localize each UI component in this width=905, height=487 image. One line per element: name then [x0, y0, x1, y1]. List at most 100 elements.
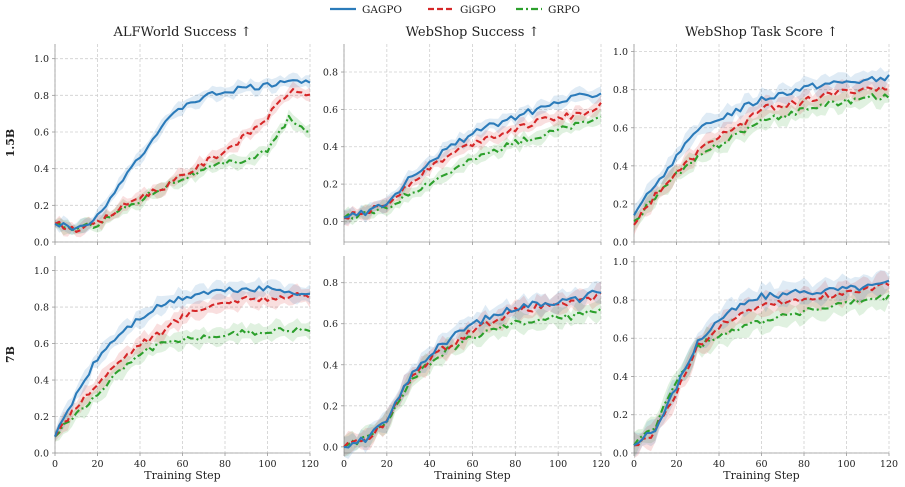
series-line-grpo — [55, 114, 311, 232]
series-line-gigpo — [633, 281, 890, 447]
panel-title: ALFWorld Success ↑ — [112, 25, 251, 40]
x-tick-label: 120 — [301, 459, 319, 470]
y-tick-label: 1.0 — [34, 266, 49, 277]
series-line-gagpo — [54, 285, 311, 437]
band-gagpo — [634, 67, 889, 226]
y-tick-label: 1.0 — [613, 47, 628, 58]
legend-entry-grpo: GRPO — [516, 4, 580, 16]
y-tick-label: 0.2 — [613, 410, 628, 421]
x-tick-label: 60 — [755, 459, 767, 470]
x-tick-label: 100 — [549, 459, 567, 470]
x-tick-label: 80 — [798, 459, 810, 470]
series-line-grpo — [633, 294, 890, 446]
y-tick-label: 0.0 — [613, 238, 628, 249]
y-tick-label: 1.0 — [34, 54, 49, 65]
series-line-gagpo — [54, 79, 311, 231]
y-tick-label: 0.6 — [613, 123, 628, 134]
y-tick-label: 0.2 — [613, 199, 628, 210]
y-tick-label: 0.4 — [34, 164, 49, 175]
band-grpo — [634, 86, 889, 232]
x-tick-label: 0 — [631, 459, 637, 470]
y-tick-label: 0.2 — [34, 412, 49, 423]
y-tick-label: 0.0 — [323, 442, 338, 453]
x-tick-label: 100 — [258, 459, 276, 470]
panel-webshop-success: WebShop Success ↑ 0.0 0.2 0.4 0.6 0.8 — [323, 25, 602, 245]
band-grpo — [55, 318, 310, 442]
y-tick-label: 0.4 — [613, 372, 628, 383]
series-line-gagpo — [633, 74, 890, 216]
y-tick-label: 0.8 — [323, 278, 338, 289]
series-line-gagpo — [343, 92, 602, 219]
y-tick-label: 0.0 — [34, 449, 49, 460]
x-axis-label: Training Step — [144, 469, 220, 482]
y-tick-label: 0.0 — [613, 449, 628, 460]
y-tick-label: 0.8 — [34, 303, 49, 314]
y-tick-label: 0.2 — [323, 180, 338, 191]
x-tick-label: 120 — [592, 459, 610, 470]
y-tick-label: 0.0 — [34, 238, 49, 249]
panels: ALFWorld Success ↑0.00.20.40.60.81.0WebS… — [34, 25, 898, 482]
series-line-gigpo — [54, 88, 311, 233]
y-tick-label: 0.4 — [613, 161, 628, 172]
y-tick-label: 0.8 — [34, 91, 49, 102]
y-tick-label: 0.8 — [613, 295, 628, 306]
x-tick-label: 40 — [424, 459, 436, 470]
legend-label-gigpo: GiGPO — [460, 4, 496, 16]
series-line-gagpo — [343, 289, 602, 449]
panel-webshop-task-score: WebShop Task Score ↑ 0.0 0.2 0.4 0.6 0.8 1.0 — [613, 25, 890, 249]
legend-entry-gagpo: GAGPO — [330, 4, 402, 16]
x-tick-label: 80 — [219, 459, 231, 470]
x-tick-label: 20 — [381, 459, 393, 470]
legend-label-grpo: GRPO — [548, 4, 580, 16]
row-label-7b: 7B — [4, 346, 17, 363]
x-axis-label: Training Step — [723, 469, 799, 482]
series-line-grpo — [343, 115, 602, 220]
x-tick-label: 100 — [837, 459, 855, 470]
panel-title: WebShop Task Score ↑ — [685, 25, 838, 40]
x-tick-label: 0 — [341, 459, 347, 470]
series-line-grpo — [54, 326, 311, 438]
x-tick-label: 80 — [509, 459, 521, 470]
y-tick-label: 0.4 — [323, 142, 338, 153]
band-grpo — [344, 297, 601, 457]
x-tick-label: 60 — [176, 459, 188, 470]
y-tick-label: 0.2 — [34, 201, 49, 212]
panel-r1c0: 0.0 0.2 0.4 0.6 0.8 1.0 0 20 40 60 80 100 120 Trainin… — [34, 256, 319, 482]
y-tick-label: 0.0 — [323, 217, 338, 228]
legend-label-gagpo: GAGPO — [362, 4, 402, 16]
x-tick-label: 20 — [670, 459, 682, 470]
y-tick-label: 0.6 — [323, 319, 338, 330]
y-tick-label: 1.0 — [613, 257, 628, 268]
series-line-gagpo — [633, 279, 890, 447]
x-tick-label: 0 — [52, 459, 58, 470]
x-tick-label: 60 — [466, 459, 478, 470]
x-tick-label: 40 — [713, 459, 725, 470]
series-line-gigpo — [633, 85, 890, 226]
y-tick-label: 0.8 — [613, 85, 628, 96]
row-labels: 1.5B 7B — [4, 129, 17, 363]
series-line-grpo — [633, 93, 890, 222]
y-tick-label: 0.4 — [34, 376, 49, 387]
y-tick-label: 0.6 — [323, 105, 338, 116]
legend: GAGPO GiGPO GRPO — [330, 4, 580, 16]
band-gigpo — [55, 81, 310, 238]
legend-entry-gigpo: GiGPO — [428, 4, 496, 16]
panel-title: WebShop Success ↑ — [406, 25, 540, 40]
x-tick-label: 20 — [91, 459, 103, 470]
panel-alfworld-success: ALFWorld Success ↑ 0.0 0.2 0.4 0.6 0.8 1.0 — [34, 25, 311, 249]
x-tick-label: 40 — [134, 459, 146, 470]
y-tick-label: 0.4 — [323, 360, 338, 371]
band-gigpo — [634, 76, 889, 235]
band-gagpo — [55, 72, 310, 235]
panel-r1c1: 0.0 0.2 0.4 0.6 0.8 0 20 40 60 80 100 120 Training S… — [323, 256, 610, 482]
y-tick-label: 0.6 — [34, 339, 49, 350]
y-tick-label: 0.8 — [323, 68, 338, 79]
x-tick-label: 120 — [880, 459, 898, 470]
band-grpo — [55, 109, 310, 236]
y-tick-label: 0.6 — [613, 334, 628, 345]
row-label-1-5b: 1.5B — [4, 129, 17, 157]
y-tick-label: 0.2 — [323, 401, 338, 412]
panel-r1c2: 0.0 0.2 0.4 0.6 0.8 1.0 0 20 40 60 80 100 120 Trainin… — [613, 256, 898, 482]
x-axis-label: Training Step — [434, 469, 510, 482]
